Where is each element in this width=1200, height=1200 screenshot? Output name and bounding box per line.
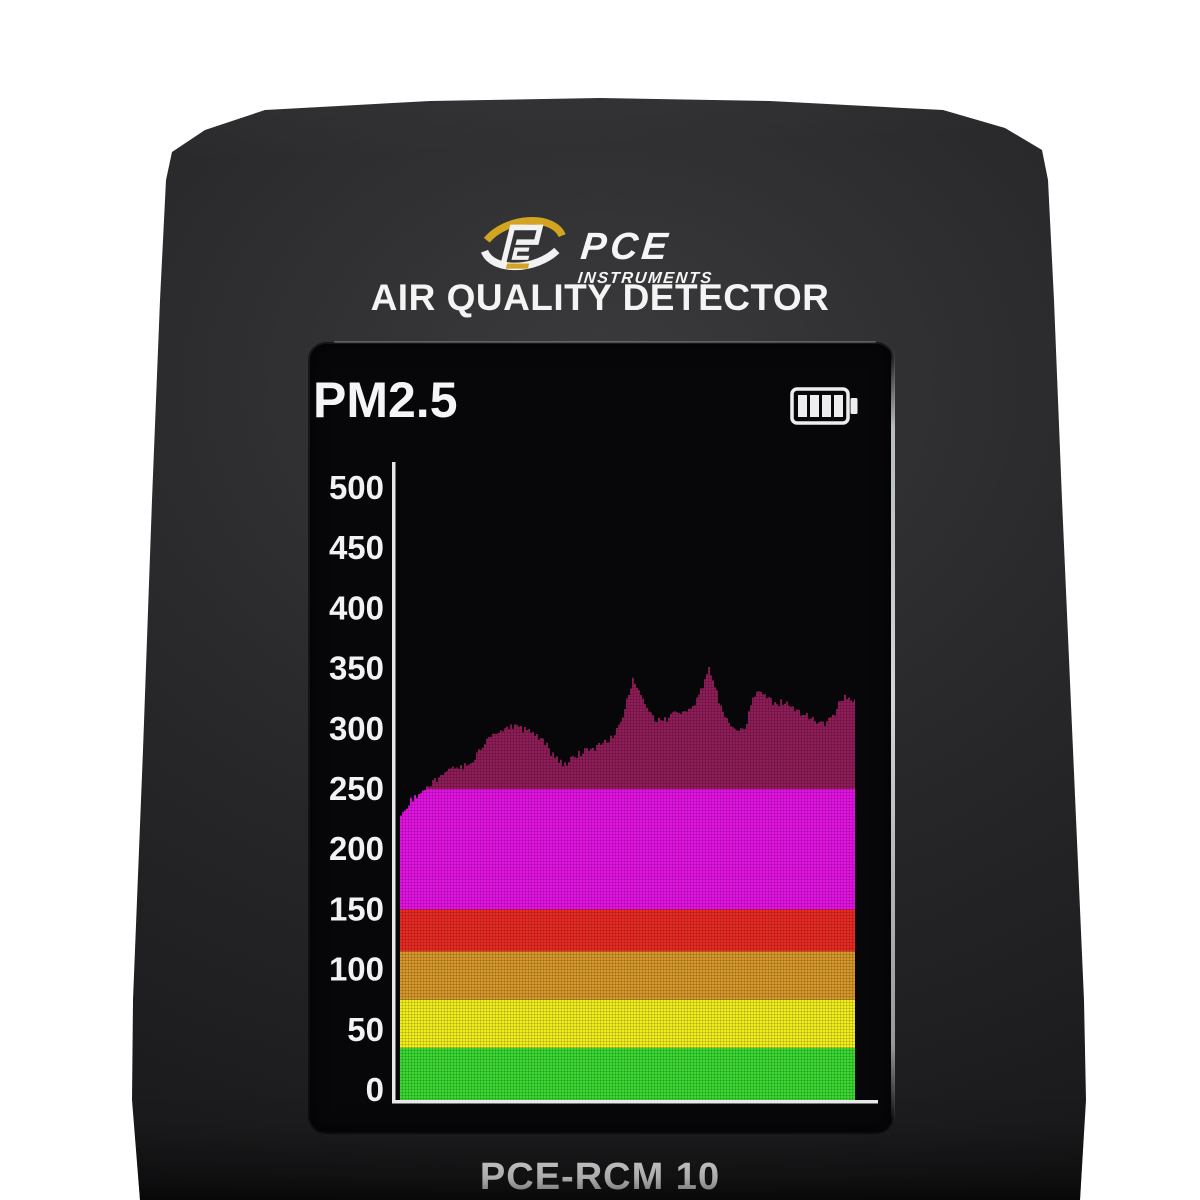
y-tick-label: 200 [329, 830, 384, 867]
battery-bar [810, 395, 819, 417]
y-tick-label: 150 [329, 890, 384, 927]
model-label: PCE-RCM 10 [479, 1156, 721, 1198]
y-tick-label: 450 [329, 529, 384, 566]
battery-bar [822, 395, 831, 417]
device-title: AIR QUALITY DETECTOR [370, 277, 830, 318]
y-axis-line [392, 462, 396, 1103]
battery-bar [834, 395, 843, 417]
lcd-display: PM2.5 0 50 100 150 200 250 300 350 400 450 500 [310, 344, 892, 1132]
y-axis-labels: 0 50 100 150 200 250 300 350 400 450 500 [329, 469, 384, 1108]
y-tick-label: 250 [329, 770, 384, 807]
x-axis-line [392, 1100, 878, 1104]
brand-name: PCE [578, 226, 674, 268]
lcd-pixel-texture [400, 667, 855, 1101]
battery-bar [798, 395, 807, 417]
y-tick-label: 400 [329, 589, 384, 626]
pce-logo-icon [481, 217, 566, 271]
y-tick-label: 300 [329, 710, 384, 747]
y-tick-label: 100 [329, 951, 384, 988]
y-tick-label: 0 [366, 1071, 384, 1108]
pm25-chart: PM2.5 0 50 100 150 200 250 300 350 400 450 500 [313, 372, 878, 1108]
y-tick-label: 500 [329, 469, 384, 506]
device-screen: PM2.5 0 50 100 150 200 250 300 350 400 450 500 [310, 341, 895, 1132]
y-tick-label: 350 [329, 650, 384, 687]
measurement-label: PM2.5 [313, 372, 458, 428]
battery-icon [790, 387, 858, 425]
y-tick-label: 50 [347, 1011, 384, 1048]
